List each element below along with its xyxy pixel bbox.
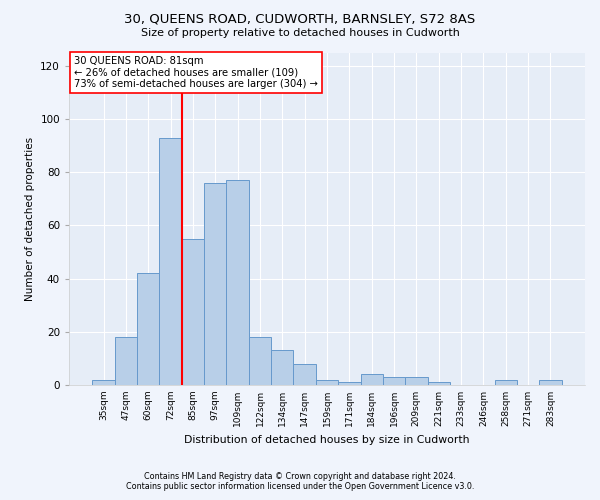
Bar xyxy=(361,374,383,385)
Bar xyxy=(115,337,137,385)
Text: Contains public sector information licensed under the Open Government Licence v3: Contains public sector information licen… xyxy=(126,482,474,491)
Bar xyxy=(182,238,204,385)
Bar xyxy=(137,274,160,385)
X-axis label: Distribution of detached houses by size in Cudworth: Distribution of detached houses by size … xyxy=(184,434,470,444)
Bar xyxy=(271,350,293,385)
Bar xyxy=(316,380,338,385)
Bar xyxy=(494,380,517,385)
Text: 30, QUEENS ROAD, CUDWORTH, BARNSLEY, S72 8AS: 30, QUEENS ROAD, CUDWORTH, BARNSLEY, S72… xyxy=(124,12,476,26)
Y-axis label: Number of detached properties: Number of detached properties xyxy=(25,136,35,301)
Bar xyxy=(405,377,428,385)
Bar xyxy=(428,382,450,385)
Bar xyxy=(249,337,271,385)
Text: Contains HM Land Registry data © Crown copyright and database right 2024.: Contains HM Land Registry data © Crown c… xyxy=(144,472,456,481)
Bar xyxy=(293,364,316,385)
Bar xyxy=(92,380,115,385)
Bar xyxy=(338,382,361,385)
Bar xyxy=(539,380,562,385)
Text: Size of property relative to detached houses in Cudworth: Size of property relative to detached ho… xyxy=(140,28,460,38)
Bar xyxy=(204,183,226,385)
Bar xyxy=(383,377,405,385)
Bar xyxy=(226,180,249,385)
Bar xyxy=(160,138,182,385)
Text: 30 QUEENS ROAD: 81sqm
← 26% of detached houses are smaller (109)
73% of semi-det: 30 QUEENS ROAD: 81sqm ← 26% of detached … xyxy=(74,56,318,89)
